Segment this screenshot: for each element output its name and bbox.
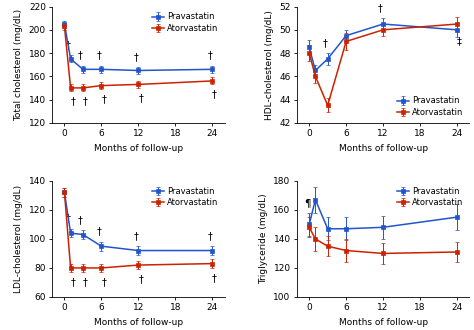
Y-axis label: Total cholesterol (mg/dL): Total cholesterol (mg/dL)	[14, 9, 23, 121]
Text: †: †	[78, 50, 83, 61]
Text: †: †	[133, 231, 138, 241]
X-axis label: Months of follow-up: Months of follow-up	[338, 144, 428, 152]
Text: †: †	[138, 275, 143, 285]
Legend: Pravastatin, Atorvastatin: Pravastatin, Atorvastatin	[395, 95, 465, 118]
Text: †: †	[71, 278, 75, 287]
Text: †: †	[378, 3, 383, 13]
Text: †: †	[97, 50, 101, 61]
Legend: Pravastatin, Atorvastatin: Pravastatin, Atorvastatin	[151, 11, 220, 35]
Text: †: †	[71, 97, 75, 107]
Legend: Pravastatin, Atorvastatin: Pravastatin, Atorvastatin	[395, 185, 465, 209]
Text: †: †	[97, 227, 101, 237]
Text: †: †	[66, 40, 71, 50]
X-axis label: Months of follow-up: Months of follow-up	[338, 318, 428, 327]
Y-axis label: LDL-cholesterol (mg/dL): LDL-cholesterol (mg/dL)	[14, 185, 23, 293]
Text: †: †	[83, 97, 88, 107]
Text: †: †	[212, 273, 217, 283]
Text: †: †	[83, 278, 88, 287]
Y-axis label: Triglyceride (mg/dL): Triglyceride (mg/dL)	[259, 194, 268, 284]
Legend: Pravastatin, Atorvastatin: Pravastatin, Atorvastatin	[151, 185, 220, 209]
Text: †: †	[207, 50, 212, 61]
Text: †: †	[66, 214, 71, 223]
Text: †: †	[207, 231, 212, 241]
Text: †: †	[101, 94, 106, 104]
X-axis label: Months of follow-up: Months of follow-up	[94, 144, 183, 152]
Text: †: †	[212, 90, 217, 100]
Text: †: †	[138, 93, 143, 103]
Text: †: †	[323, 38, 328, 48]
Text: ¶: ¶	[304, 199, 310, 209]
Y-axis label: HDL-cholesterol (mg/dL): HDL-cholesterol (mg/dL)	[264, 10, 273, 119]
X-axis label: Months of follow-up: Months of follow-up	[94, 318, 183, 327]
Text: ‡: ‡	[457, 36, 462, 46]
Text: †: †	[78, 215, 83, 225]
Text: †: †	[133, 52, 138, 62]
Text: †: †	[101, 278, 106, 287]
